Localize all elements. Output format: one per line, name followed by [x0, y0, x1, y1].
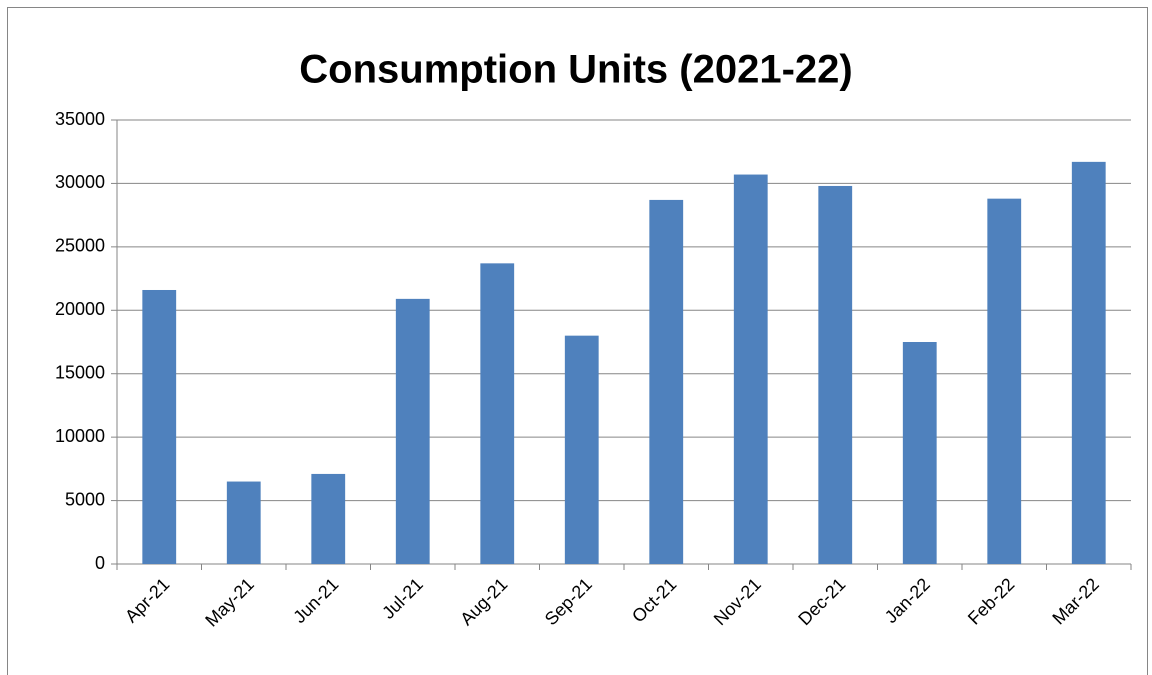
bar — [987, 198, 1022, 564]
chart-border — [7, 7, 1148, 675]
bar — [1071, 161, 1106, 564]
chart-title: Consumption Units (2021-22) — [299, 48, 852, 92]
bar — [564, 335, 599, 564]
x-tick-label: Aug-21 — [456, 574, 511, 629]
bar — [395, 298, 430, 564]
x-tick-label: Mar-22 — [1048, 574, 1102, 628]
x-tick-label: Apr-21 — [121, 574, 173, 626]
x-tick-label: May-21 — [201, 574, 258, 631]
y-tick-label: 30000 — [55, 172, 105, 192]
bar — [733, 174, 768, 564]
bar — [226, 481, 261, 564]
bar — [480, 263, 515, 564]
y-tick-label: 10000 — [55, 426, 105, 446]
x-tick-label: Jun-21 — [289, 574, 342, 627]
y-tick-label: 25000 — [55, 236, 105, 256]
y-tick-label: 15000 — [55, 362, 105, 382]
x-tick-label: Oct-21 — [628, 574, 680, 626]
x-tick-label: Feb-22 — [964, 574, 1018, 628]
x-tick-label: Sep-21 — [541, 574, 596, 629]
y-tick-label: 20000 — [55, 299, 105, 319]
y-tick-label: 35000 — [55, 109, 105, 129]
bar — [902, 342, 937, 564]
bar — [311, 473, 346, 564]
x-tick-label: Jan-22 — [881, 574, 934, 627]
x-tick-label: Dec-21 — [794, 574, 849, 629]
x-tick-label: Nov-21 — [710, 574, 765, 629]
bar — [142, 289, 177, 564]
y-tick-label: 5000 — [65, 489, 105, 509]
bar — [649, 199, 684, 565]
y-tick-label: 0 — [95, 553, 105, 573]
bar — [818, 185, 853, 565]
x-tick-label: Jul-21 — [378, 574, 427, 623]
